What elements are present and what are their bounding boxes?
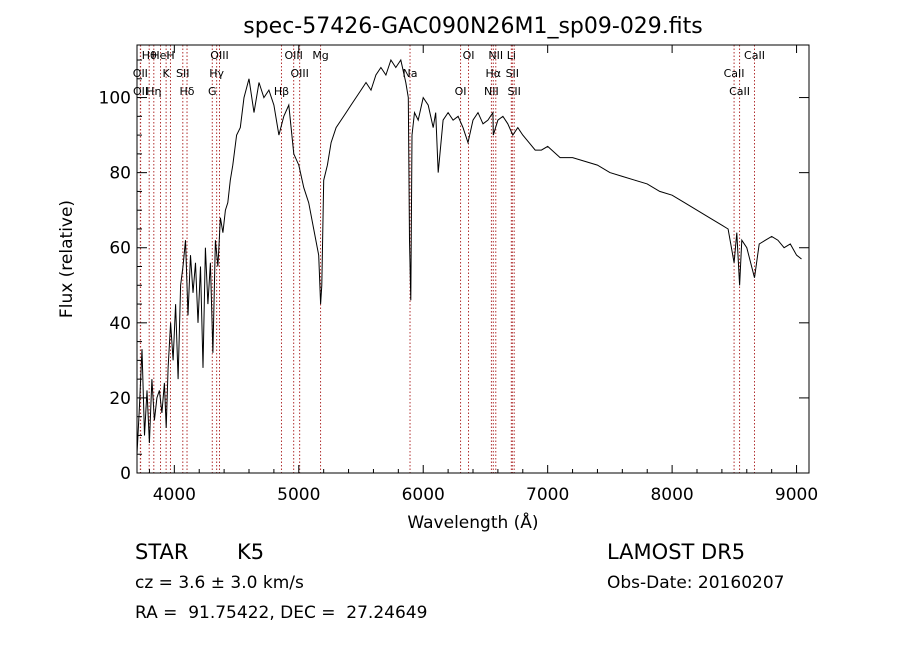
line-marker-label: Hθ bbox=[142, 49, 157, 62]
line-marker-label: Hγ bbox=[209, 67, 224, 80]
y-axis-label: Flux (relative) bbox=[57, 200, 77, 318]
y-axis-ticks: 0 20 40 60 80 100 bbox=[99, 59, 809, 484]
line-marker-label: G bbox=[208, 85, 217, 98]
y-tick-label: 20 bbox=[109, 389, 131, 409]
x-axis-ticks: 4000 5000 6000 7000 8000 9000 bbox=[148, 45, 818, 505]
line-marker-label: Hδ bbox=[180, 85, 195, 98]
line-marker-label: OIII bbox=[210, 49, 228, 62]
y-tick-label: 100 bbox=[99, 89, 131, 109]
observation-date: Obs-Date: 20160207 bbox=[607, 573, 785, 593]
x-tick-label: 4000 bbox=[153, 485, 196, 505]
ra-dec: RA = 91.75422, DEC = 27.24649 bbox=[135, 603, 428, 623]
line-marker-label: CaII bbox=[729, 85, 750, 98]
y-tick-label: 80 bbox=[109, 164, 131, 184]
line-marker-label: Na bbox=[403, 67, 418, 80]
line-marker-label: SII bbox=[506, 67, 519, 80]
x-tick-label: 6000 bbox=[402, 485, 445, 505]
x-tick-label: 9000 bbox=[775, 485, 818, 505]
line-marker-label: OI bbox=[455, 85, 467, 98]
survey-name: LAMOST DR5 bbox=[607, 540, 746, 564]
y-tick-label: 40 bbox=[109, 314, 131, 334]
line-marker-label: OIII bbox=[284, 49, 302, 62]
line-marker-label: CaII bbox=[724, 67, 745, 80]
x-tick-label: 7000 bbox=[526, 485, 569, 505]
redshift-cz: cz = 3.6 ± 3.0 km/s bbox=[135, 573, 304, 593]
x-axis-label: Wavelength (Å) bbox=[407, 511, 538, 533]
line-marker-label: Hα bbox=[486, 67, 502, 80]
plot-frame bbox=[136, 44, 810, 474]
line-marker-label: SII bbox=[176, 67, 189, 80]
line-marker-label: H bbox=[166, 49, 174, 62]
line-marker-label: NII bbox=[484, 85, 499, 98]
line-marker-label: OI bbox=[463, 49, 475, 62]
chart-title: spec-57426-GAC090N26M1_sp09-029.fits bbox=[243, 14, 703, 39]
line-label-group: HθOIIOIIHeIKHηHSIIHδOIIIHγGOIIIOIIIHβMgN… bbox=[133, 49, 765, 98]
line-marker-label: Li bbox=[507, 49, 516, 62]
object-class: STAR bbox=[135, 540, 189, 564]
y-tick-label: 60 bbox=[109, 239, 131, 259]
line-marker-label: OIII bbox=[290, 67, 308, 80]
line-marker-label: K bbox=[163, 67, 171, 80]
line-marker-label: Mg bbox=[312, 49, 328, 62]
object-subclass: K5 bbox=[237, 540, 265, 564]
line-marker-label: CaII bbox=[744, 49, 765, 62]
spectrum-line bbox=[136, 58, 802, 455]
line-marker-label: HeI bbox=[151, 49, 169, 62]
line-marker-label: Hη bbox=[146, 85, 161, 98]
line-marker-label: OII bbox=[133, 67, 148, 80]
line-marker-label: SII bbox=[507, 85, 520, 98]
x-tick-label: 5000 bbox=[277, 485, 320, 505]
x-tick-label: 8000 bbox=[650, 485, 693, 505]
y-tick-label: 0 bbox=[120, 464, 131, 484]
line-marker-label: Hβ bbox=[274, 85, 289, 98]
line-marker-group bbox=[139, 45, 755, 473]
line-marker-label: NII bbox=[488, 49, 503, 62]
